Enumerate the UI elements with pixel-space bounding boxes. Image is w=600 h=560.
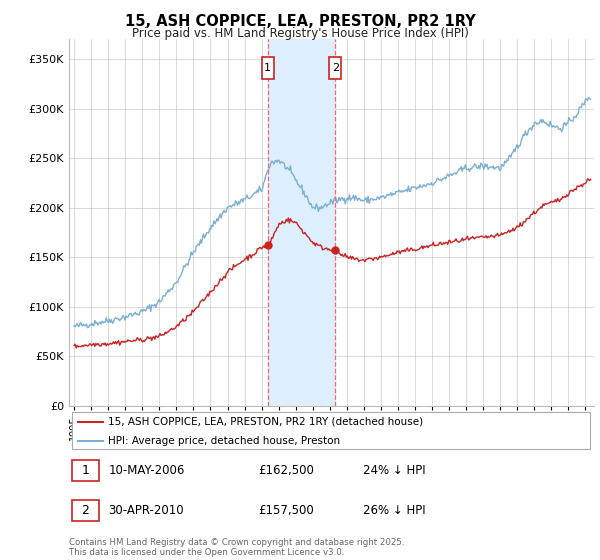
- Text: £162,500: £162,500: [258, 464, 314, 477]
- Text: 10-MAY-2006: 10-MAY-2006: [109, 464, 185, 477]
- Text: 30-APR-2010: 30-APR-2010: [109, 504, 184, 517]
- Bar: [71, 460, 99, 481]
- Text: 2: 2: [82, 504, 89, 517]
- Text: HPI: Average price, detached house, Preston: HPI: Average price, detached house, Pres…: [109, 436, 341, 446]
- Text: Contains HM Land Registry data © Crown copyright and database right 2025.
This d: Contains HM Land Registry data © Crown c…: [69, 538, 404, 557]
- Text: 2: 2: [332, 63, 339, 73]
- Text: 15, ASH COPPICE, LEA, PRESTON, PR2 1RY (detached house): 15, ASH COPPICE, LEA, PRESTON, PR2 1RY (…: [109, 417, 424, 427]
- Text: 26% ↓ HPI: 26% ↓ HPI: [363, 504, 425, 517]
- Text: 1: 1: [82, 464, 89, 477]
- Text: 15, ASH COPPICE, LEA, PRESTON, PR2 1RY: 15, ASH COPPICE, LEA, PRESTON, PR2 1RY: [125, 14, 475, 29]
- Text: 24% ↓ HPI: 24% ↓ HPI: [363, 464, 425, 477]
- Text: 1: 1: [264, 63, 271, 73]
- Text: Price paid vs. HM Land Registry's House Price Index (HPI): Price paid vs. HM Land Registry's House …: [131, 27, 469, 40]
- Bar: [329, 57, 341, 79]
- Bar: [262, 57, 274, 79]
- Bar: [268, 39, 335, 406]
- Bar: [71, 500, 99, 521]
- Text: £157,500: £157,500: [258, 504, 314, 517]
